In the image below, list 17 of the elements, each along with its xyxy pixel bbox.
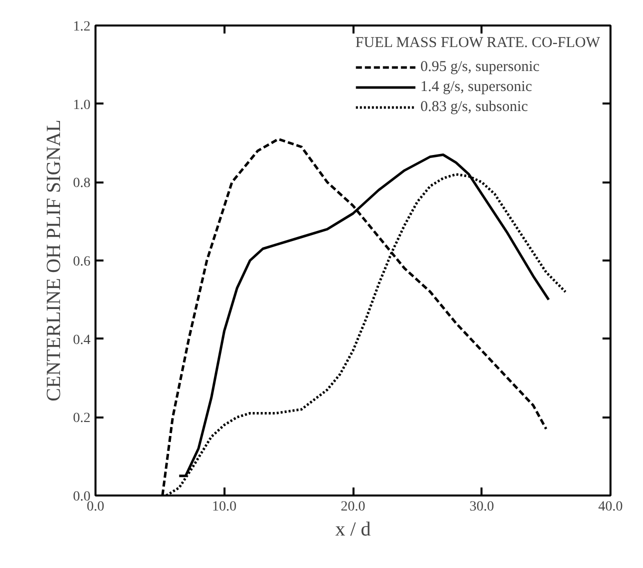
y-tick-label: 1.0 [73, 98, 90, 113]
y-axis-title: CENTERLINE OH PLIF SIGNAL [43, 120, 65, 402]
y-tick-label: 0.4 [73, 332, 90, 348]
x-axis-title: x / d [335, 518, 371, 540]
legend-label: 0.95 g/s, supersonic [420, 58, 540, 76]
legend-title: FUEL MASS FLOW RATE. CO-FLOW [355, 35, 600, 52]
legend-label: 1.4 g/s, supersonic [420, 78, 532, 96]
x-tick-label: 40.0 [598, 500, 623, 514]
x-tick-label: 10.0 [212, 500, 236, 514]
y-tick-label: 0.2 [73, 411, 90, 426]
x-tick-label: 0.0 [86, 500, 104, 514]
y-tick-label: 0.8 [73, 176, 90, 192]
legend-label: 0.83 g/s, subsonic [420, 98, 528, 116]
x-tick-label: 30.0 [470, 500, 494, 514]
y-tick-label: 1.2 [73, 20, 90, 34]
x-tick-label: 20.0 [340, 500, 366, 514]
y-tick-label: 0.6 [73, 254, 90, 270]
